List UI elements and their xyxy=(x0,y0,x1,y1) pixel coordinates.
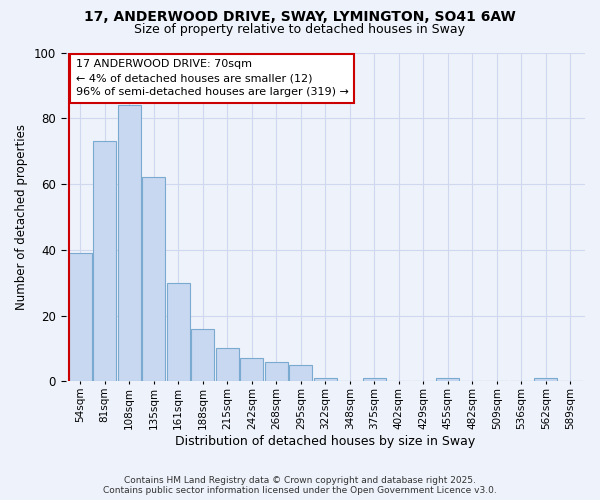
Bar xyxy=(436,378,460,382)
Text: 17, ANDERWOOD DRIVE, SWAY, LYMINGTON, SO41 6AW: 17, ANDERWOOD DRIVE, SWAY, LYMINGTON, SO… xyxy=(84,10,516,24)
Bar xyxy=(289,365,313,382)
Bar xyxy=(215,348,239,382)
Bar xyxy=(142,178,166,382)
Text: Contains HM Land Registry data © Crown copyright and database right 2025.
Contai: Contains HM Land Registry data © Crown c… xyxy=(103,476,497,495)
Bar xyxy=(68,253,92,382)
Bar xyxy=(93,142,116,382)
X-axis label: Distribution of detached houses by size in Sway: Distribution of detached houses by size … xyxy=(175,434,475,448)
Bar xyxy=(118,105,141,382)
Bar xyxy=(362,378,386,382)
Text: 17 ANDERWOOD DRIVE: 70sqm
← 4% of detached houses are smaller (12)
96% of semi-d: 17 ANDERWOOD DRIVE: 70sqm ← 4% of detach… xyxy=(76,59,349,97)
Bar xyxy=(240,358,263,382)
Bar xyxy=(191,328,214,382)
Text: Size of property relative to detached houses in Sway: Size of property relative to detached ho… xyxy=(134,22,466,36)
Y-axis label: Number of detached properties: Number of detached properties xyxy=(15,124,28,310)
Bar xyxy=(314,378,337,382)
Bar xyxy=(534,378,557,382)
Bar xyxy=(265,362,288,382)
Bar xyxy=(167,282,190,382)
